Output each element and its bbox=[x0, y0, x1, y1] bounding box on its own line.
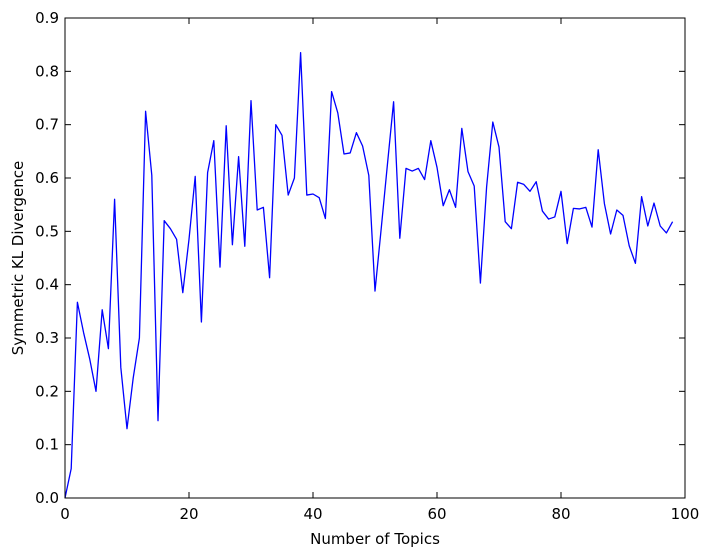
y-tick-label: 0.1 bbox=[35, 436, 59, 454]
x-tick-label: 80 bbox=[551, 505, 570, 523]
y-tick-label: 0.2 bbox=[35, 382, 59, 400]
y-tick-label: 0.7 bbox=[35, 116, 59, 134]
series-line bbox=[64, 52, 674, 499]
x-tick-label: 100 bbox=[671, 505, 700, 523]
y-tick-label: 0.3 bbox=[35, 329, 59, 347]
y-tick-label: 0.9 bbox=[35, 9, 59, 27]
y-tick-label: 0.8 bbox=[35, 62, 59, 80]
x-tick-label: 60 bbox=[427, 505, 446, 523]
y-tick-label: 0.0 bbox=[35, 489, 59, 507]
x-tick-label: 40 bbox=[303, 505, 322, 523]
x-axis-label: Number of Topics bbox=[310, 530, 440, 548]
axis-ticks bbox=[64, 17, 686, 499]
y-tick-label: 0.6 bbox=[35, 169, 59, 187]
y-axis-label: Symmetric KL Divergence bbox=[9, 161, 27, 356]
axis-tick-labels: 0 20 40 60 80 100 0.0 0.1 0.2 0.3 0.4 0.5 0.6 0.7 0.8 0… bbox=[35, 9, 699, 523]
x-tick-label: 20 bbox=[179, 505, 198, 523]
y-tick-label: 0.4 bbox=[35, 276, 59, 294]
y-tick-label: 0.5 bbox=[35, 222, 59, 240]
plot-frame bbox=[64, 17, 686, 499]
x-tick-label: 0 bbox=[60, 505, 70, 523]
plot-background bbox=[65, 18, 685, 498]
